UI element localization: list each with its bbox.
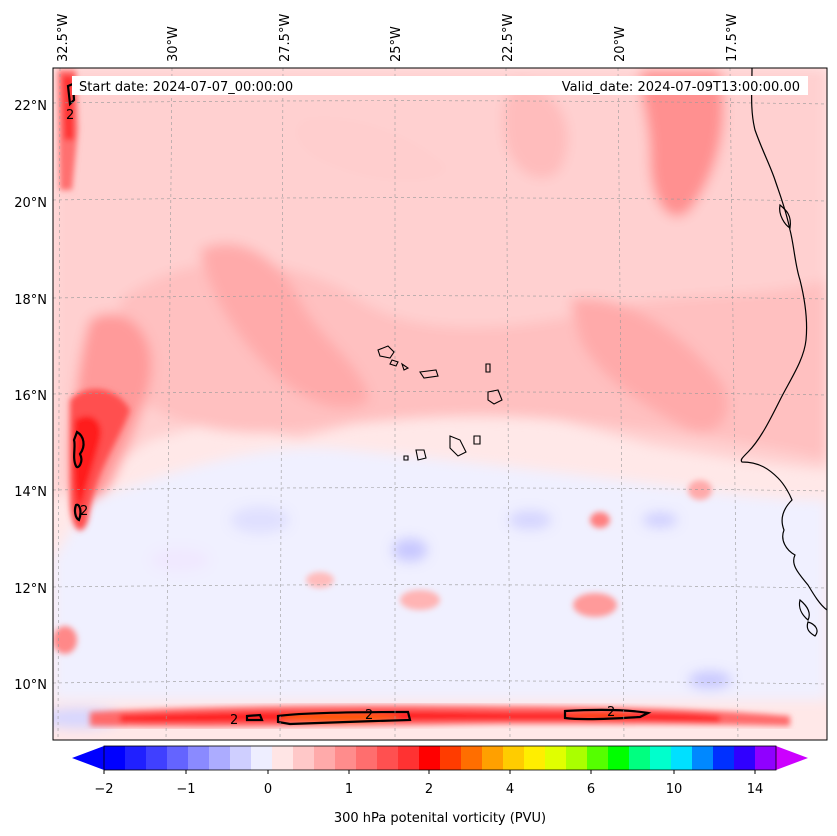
colorbar-cell [377,746,399,770]
lat-label: 16°N [14,389,47,404]
pv-shading-patches [53,480,712,654]
colorbar-tick-label: −2 [94,782,113,797]
colorbar-frame [103,745,777,771]
lon-label: 27.5°W [278,14,293,62]
colorbar-cell [566,746,588,770]
colorbar-cell [524,746,546,770]
colorbar-cell [734,746,756,770]
colorbar-cell [755,746,777,770]
colorbar-cell [356,746,378,770]
lat-label: 18°N [14,293,47,308]
colorbar-under-arrow [72,746,104,770]
lon-label: 30°W [166,26,181,62]
lat-label: 10°N [14,678,47,693]
lon-label: 20°W [613,26,628,62]
colorbar-title: 300 hPa potenital vorticity (PVU) [334,811,546,826]
colorbar-cell [146,746,168,770]
start-date-label: Start date: 2024-07-07_00:00:00 [79,80,293,95]
lon-label: 32.5°W [56,14,71,62]
colorbar-tick-labels: −2 −1 0 1 2 4 6 10 14 [94,782,763,797]
colorbar-cell [545,746,567,770]
colorbar: −2 −1 0 1 2 4 6 10 14 300 hPa potenital … [72,745,808,826]
colorbar-tick-label: 4 [506,782,514,797]
colorbar-cell [629,746,651,770]
pv-contours [66,82,652,726]
colorbar-cell [713,746,735,770]
valid-date-label: Valid_date: 2024-07-09T13:00:00.00 [562,80,800,95]
lon-label: 25°W [389,26,404,62]
contour-label-4: 2 [365,708,373,723]
colorbar-cell [251,746,273,770]
colorbar-cell [440,746,462,770]
colorbar-ticks [103,770,756,774]
colorbar-cell [650,746,672,770]
colorbar-tick-label: 10 [666,782,683,797]
cape-verde-islands [377,345,503,461]
colorbar-cell [293,746,315,770]
map-panel: 2 2 2 2 2 [53,68,827,740]
colorbar-cell [272,746,294,770]
colorbar-cell [314,746,336,770]
colorbar-cell [461,746,483,770]
header-bar [72,76,808,95]
pv-streamer-west [58,70,130,531]
lat-label: 14°N [14,485,47,500]
colorbar-tick-label: 1 [345,782,353,797]
colorbar-cell [503,746,525,770]
colorbar-tick-label: 0 [264,782,272,797]
colorbar-cells [104,746,777,770]
contour-label-5: 2 [607,705,615,720]
colorbar-cell [125,746,147,770]
colorbar-tick-label: −1 [176,782,195,797]
colorbar-cell [104,746,126,770]
contour-label-3: 2 [230,713,238,728]
lon-label: 17.5°W [725,14,740,62]
pv-shading-negative [53,448,827,728]
colorbar-cell [398,746,420,770]
contour-label-1: 2 [66,108,74,123]
latitude-labels: 22°N 20°N 18°N 16°N 14°N 12°N 10°N [14,99,47,693]
lon-label: 22.5°W [501,14,516,62]
map-frame [52,67,828,741]
colorbar-cell [167,746,189,770]
lat-label: 22°N [14,99,47,114]
colorbar-tick-label: 14 [747,782,764,797]
contour-label-2: 2 [80,504,88,519]
colorbar-cell [671,746,693,770]
coastline [740,68,827,637]
lat-label: 20°N [14,196,47,211]
colorbar-cell [692,746,714,770]
colorbar-cell [608,746,630,770]
colorbar-cell [335,746,357,770]
colorbar-tick-label: 6 [587,782,595,797]
colorbar-cell [188,746,210,770]
colorbar-cell [419,746,441,770]
colorbar-cell [587,746,609,770]
colorbar-cell [482,746,504,770]
colorbar-cell [209,746,231,770]
colorbar-over-arrow [776,746,808,770]
longitude-labels: 32.5°W 30°W 27.5°W 25°W 22.5°W 20°W 17.5… [56,14,740,62]
colorbar-cell [230,746,252,770]
colorbar-tick-label: 2 [425,782,433,797]
lat-label: 12°N [14,582,47,597]
map-gridlines [53,68,827,740]
